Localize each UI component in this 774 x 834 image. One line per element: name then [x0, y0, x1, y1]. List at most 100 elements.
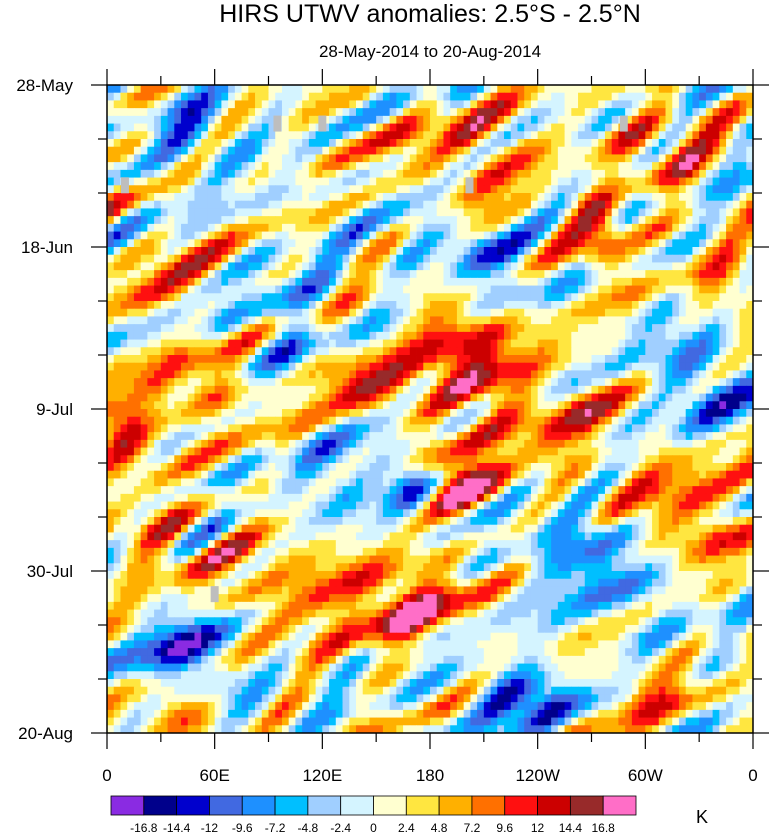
heatmap-cell [275, 470, 283, 479]
heatmap-cell [625, 270, 633, 279]
heatmap-cell [544, 409, 552, 418]
heatmap-cell [705, 339, 714, 348]
heatmap-cell [463, 478, 471, 487]
heatmap-cell [584, 123, 592, 132]
heatmap-cell [221, 123, 229, 132]
heatmap-cell [470, 92, 478, 101]
heatmap-cell [268, 193, 276, 202]
heatmap-cell [403, 131, 411, 140]
heatmap-cell [403, 378, 411, 387]
heatmap-cell [497, 223, 505, 232]
heatmap-cell [611, 308, 619, 317]
heatmap-cell [241, 193, 249, 202]
heatmap-cell [376, 416, 384, 425]
heatmap-cell [625, 185, 633, 194]
heatmap-cell [524, 339, 532, 348]
heatmap-cell [618, 301, 626, 310]
heatmap-cell [436, 470, 444, 479]
heatmap-cell [739, 231, 747, 240]
heatmap-cell [652, 247, 660, 256]
heatmap-cell [268, 347, 276, 356]
heatmap-cell [524, 355, 532, 364]
heatmap-cell [174, 355, 182, 364]
heatmap-cell [268, 177, 276, 186]
heatmap-cell [241, 355, 249, 364]
heatmap-cell [551, 416, 559, 425]
heatmap-cell [241, 308, 249, 317]
heatmap-cell [396, 470, 404, 479]
heatmap-cell [652, 393, 660, 402]
heatmap-cell [221, 208, 229, 217]
heatmap-cell [396, 254, 404, 263]
heatmap-cell [524, 146, 532, 155]
heatmap-cell [207, 347, 216, 356]
heatmap-cell [416, 200, 424, 209]
heatmap-cell [322, 370, 330, 379]
heatmap-cell [261, 216, 269, 225]
heatmap-cell [403, 339, 411, 348]
heatmap-cell [147, 85, 155, 94]
heatmap-cell [557, 339, 565, 348]
heatmap-cell [275, 378, 283, 387]
heatmap-cell [113, 216, 121, 225]
heatmap-cell [517, 270, 525, 279]
heatmap-cell [133, 162, 142, 171]
heatmap-cell [463, 463, 471, 472]
heatmap-cell [524, 316, 532, 325]
heatmap-cell [524, 362, 532, 371]
heatmap-cell [739, 316, 747, 325]
heatmap-cell [174, 262, 182, 271]
heatmap-cell [147, 455, 155, 464]
heatmap-cell [625, 355, 633, 364]
heatmap-cell [658, 139, 666, 148]
heatmap-cell [436, 308, 444, 317]
heatmap-cell [107, 216, 115, 225]
heatmap-cell [382, 293, 391, 302]
heatmap-cell [524, 324, 532, 333]
heatmap-cell [692, 162, 700, 171]
heatmap-cell [584, 308, 592, 317]
heatmap-cell [335, 432, 343, 441]
heatmap-cell [672, 108, 680, 117]
heatmap-cell [113, 131, 121, 140]
heatmap-cell [746, 339, 753, 348]
heatmap-cell [456, 223, 465, 232]
heatmap-cell [214, 193, 222, 202]
heatmap-cell [234, 270, 242, 279]
heatmap-cell [261, 131, 269, 140]
heatmap-cell [430, 239, 438, 248]
heatmap-cell [113, 92, 121, 101]
heatmap-cell [490, 123, 498, 132]
heatmap-cell [416, 370, 424, 379]
heatmap-cell [638, 231, 646, 240]
heatmap-cell [746, 478, 753, 487]
heatmap-cell [120, 378, 128, 387]
heatmap-cell [584, 108, 592, 117]
heatmap-cell [140, 169, 148, 178]
heatmap-cell [147, 285, 155, 294]
heatmap-cell [120, 355, 128, 364]
heatmap-cell [403, 463, 411, 472]
heatmap-cell [530, 108, 539, 117]
heatmap-cell [315, 293, 323, 302]
heatmap-cell [133, 123, 142, 132]
heatmap-cell [268, 331, 276, 340]
heatmap-cell [315, 285, 323, 294]
heatmap-cell [382, 92, 391, 101]
heatmap-cell [463, 262, 471, 271]
heatmap-cell [255, 324, 263, 333]
heatmap-cell [315, 208, 323, 217]
heatmap-cell [295, 424, 303, 433]
heatmap-cell [335, 162, 343, 171]
heatmap-cell [598, 223, 606, 232]
heatmap-cell [147, 277, 155, 286]
heatmap-cell [557, 401, 565, 410]
heatmap-cell [409, 115, 417, 124]
heatmap-cell [470, 416, 478, 425]
heatmap-cell [329, 285, 337, 294]
heatmap-cell [187, 154, 195, 163]
heatmap-cell [544, 455, 552, 464]
heatmap-cell [140, 216, 148, 225]
heatmap-cell [181, 301, 189, 310]
heatmap-cell [315, 447, 323, 456]
